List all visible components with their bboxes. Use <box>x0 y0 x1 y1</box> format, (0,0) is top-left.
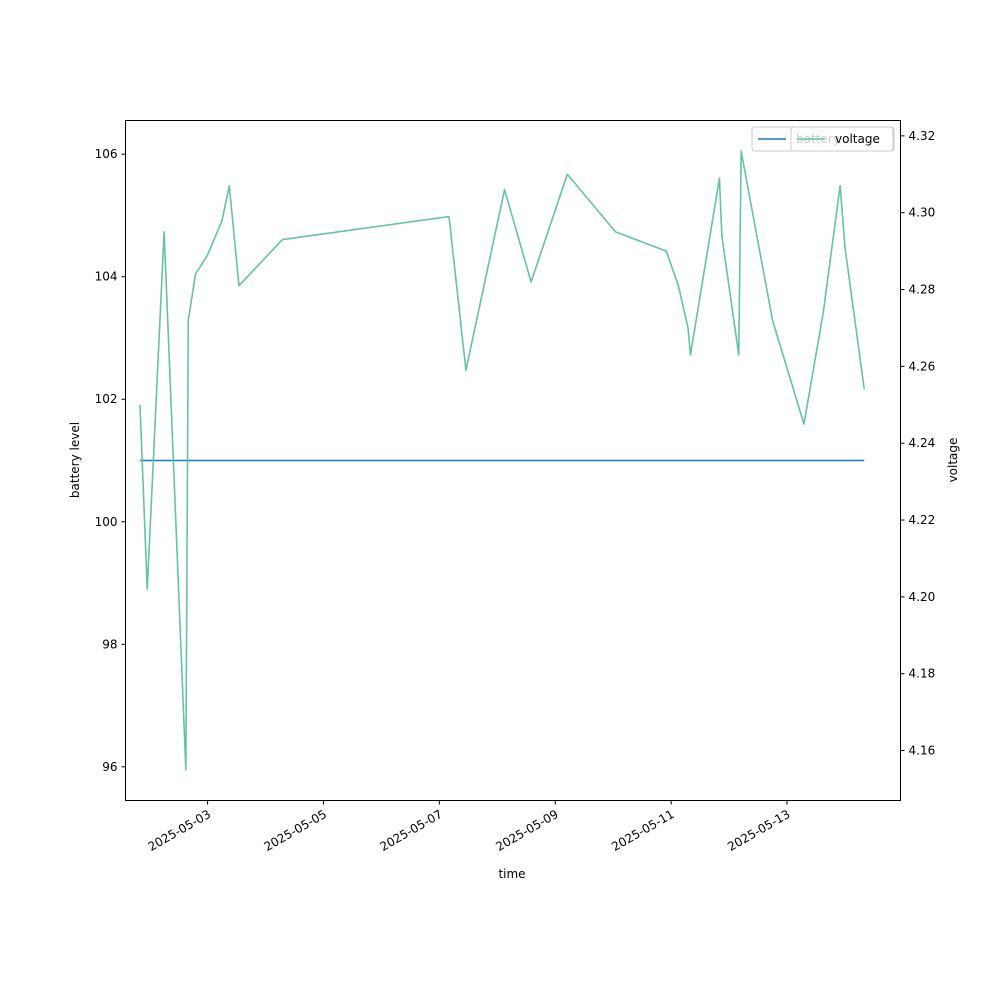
x-tick-label: 2025-05-09 <box>493 807 560 854</box>
x-tick-label: 2025-05-11 <box>609 807 676 854</box>
y-axis-left-ticks: 96 98 100 102 104 106 <box>95 147 126 774</box>
plot-frame <box>125 120 901 801</box>
y-axis-right-ticks: 4.16 4.18 4.20 4.22 4.24 4.26 4.28 4.30 4.32 <box>900 129 936 758</box>
x-tick-label: 2025-05-05 <box>262 807 329 854</box>
y-right-tick-label: 4.26 <box>909 359 936 373</box>
legend-voltage: voltage <box>790 126 894 152</box>
y-left-tick-label: 104 <box>95 270 118 284</box>
x-tick-label: 2025-05-03 <box>146 807 213 854</box>
y-right-tick-label: 4.32 <box>909 129 936 143</box>
y-right-tick-label: 4.22 <box>909 513 936 527</box>
legend-label: voltage <box>835 132 880 146</box>
y-right-tick-label: 4.28 <box>909 283 936 297</box>
x-axis-title: time <box>498 867 525 881</box>
x-tick-label: 2025-05-13 <box>725 807 792 854</box>
y-right-tick-label: 4.30 <box>909 206 936 220</box>
y-axis-left-title: battery level <box>68 422 82 498</box>
y-left-tick-label: 100 <box>95 515 118 529</box>
y-left-tick-label: 98 <box>102 637 117 651</box>
plot-lines <box>139 150 866 771</box>
y-axis-right-title: voltage <box>946 438 960 483</box>
y-right-tick-label: 4.24 <box>909 436 936 450</box>
y-left-tick-label: 96 <box>102 760 117 774</box>
x-tick-label: 2025-05-07 <box>377 807 444 854</box>
y-left-tick-label: 106 <box>95 147 118 161</box>
series-line-voltage <box>139 150 866 771</box>
legends: batteryvoltage <box>751 126 895 152</box>
legend-box <box>790 126 894 152</box>
y-right-tick-label: 4.18 <box>909 667 936 681</box>
x-axis-ticks: 2025-05-03 2025-05-05 2025-05-07 2025-05-09… <box>146 800 793 854</box>
y-right-tick-label: 4.16 <box>909 744 936 758</box>
y-right-tick-label: 4.20 <box>909 590 936 604</box>
y-left-tick-label: 102 <box>95 392 118 406</box>
